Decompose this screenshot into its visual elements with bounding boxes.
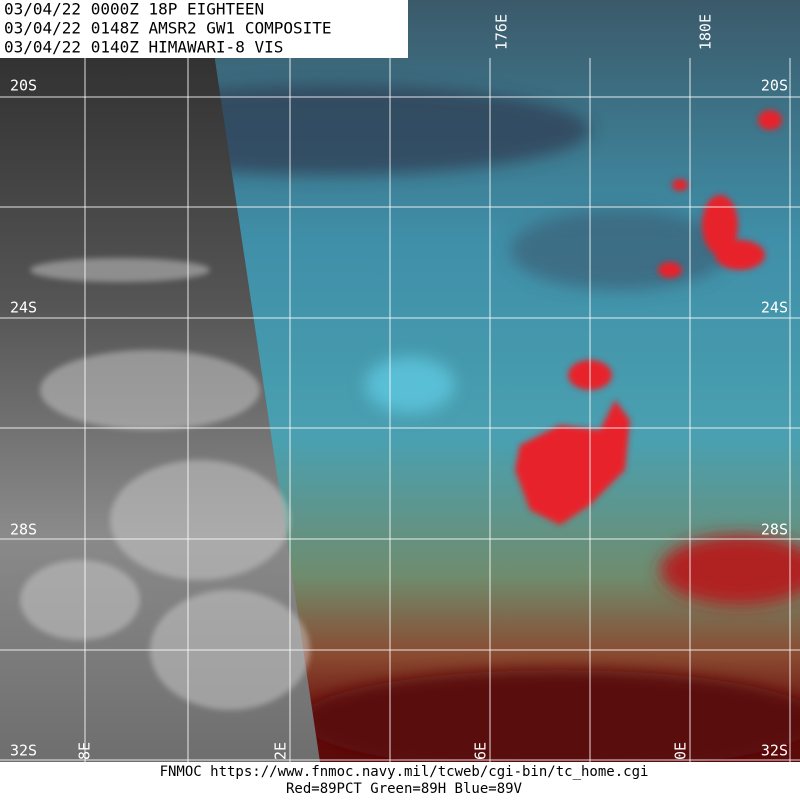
footer: FNMOC https://www.fnmoc.navy.mil/tcweb/c… <box>0 762 800 800</box>
header-line: 03/04/22 0140Z HIMAWARI-8 VIS <box>4 38 283 57</box>
footer-line: Red=89PCT Green=89H Blue=89V <box>286 781 523 797</box>
lon-label: 0E <box>672 742 690 760</box>
lat-lon-grid <box>0 58 800 762</box>
lon-label: 8E <box>76 742 94 760</box>
header: 03/04/22 0000Z 18P EIGHTEEN 03/04/22 014… <box>0 0 408 58</box>
lat-label: 20S <box>10 77 37 95</box>
footer-line: FNMOC https://www.fnmoc.navy.mil/tcweb/c… <box>160 764 649 780</box>
lat-label: 24S <box>761 299 788 317</box>
lon-label: 180E <box>697 14 715 50</box>
lat-label: 28S <box>761 521 788 539</box>
lat-label: 24S <box>10 299 37 317</box>
lat-label: 32S <box>761 742 788 760</box>
lat-label: 32S <box>10 742 37 760</box>
header-line: 03/04/22 0000Z 18P EIGHTEEN <box>4 0 264 19</box>
grid-labels: 20S 24S 28S 32S 20S 24S 28S 32S 176E 180E 8E 2E 6E 0E <box>10 14 788 760</box>
lat-label: 20S <box>761 77 788 95</box>
lon-label: 2E <box>272 742 290 760</box>
lon-label: 176E <box>493 14 511 50</box>
visible-imagery <box>0 0 320 762</box>
header-line: 03/04/22 0148Z AMSR2 GW1 COMPOSITE <box>4 19 332 38</box>
lat-label: 28S <box>10 521 37 539</box>
lon-label: 6E <box>472 742 490 760</box>
